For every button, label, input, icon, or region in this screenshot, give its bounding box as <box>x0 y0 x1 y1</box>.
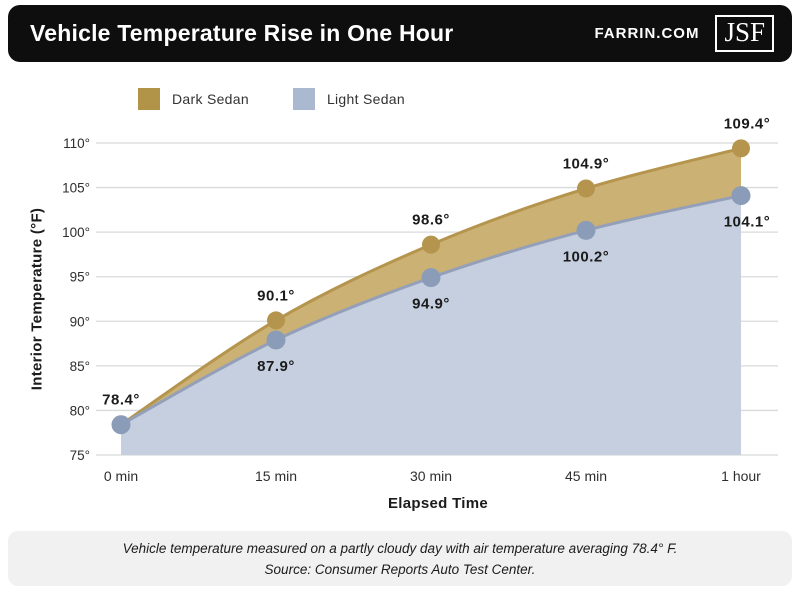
svg-text:94.9°: 94.9° <box>412 296 450 313</box>
svg-text:90°: 90° <box>70 314 90 329</box>
page-title: Vehicle Temperature Rise in One Hour <box>30 20 454 46</box>
footnote-line: Vehicle temperature measured on a partly… <box>122 540 678 556</box>
light-sedan-swatch-icon <box>292 88 315 110</box>
svg-text:15 min: 15 min <box>255 468 297 484</box>
svg-text:30 min: 30 min <box>410 468 452 484</box>
footnote-source: Source: Consumer Reports Auto Test Cente… <box>264 561 536 577</box>
svg-text:98.6°: 98.6° <box>412 212 450 229</box>
svg-text:109.4°: 109.4° <box>724 115 771 132</box>
svg-text:110°: 110° <box>63 136 90 151</box>
svg-text:90.1°: 90.1° <box>257 287 295 304</box>
legend-label: Dark Sedan <box>172 91 249 107</box>
jsf-logo: JSF <box>715 14 774 53</box>
header-branding: FARRIN.COM JSF <box>594 14 774 53</box>
x-axis-title: Elapsed Time <box>387 495 489 512</box>
header-bar: Vehicle Temperature Rise in One Hour FAR… <box>8 5 792 62</box>
svg-text:104.9°: 104.9° <box>563 155 610 172</box>
chart-legend: Dark Sedan Light Sedan <box>138 88 405 110</box>
svg-text:100°: 100° <box>62 225 90 240</box>
svg-text:0 min: 0 min <box>104 468 138 484</box>
svg-text:80°: 80° <box>70 403 90 418</box>
svg-text:78.4°: 78.4° <box>102 392 140 409</box>
legend-item-dark-sedan: Dark Sedan <box>138 88 249 110</box>
site-name: FARRIN.COM <box>594 25 700 42</box>
svg-text:100.2°: 100.2° <box>563 248 610 265</box>
svg-text:1 hour: 1 hour <box>721 468 761 484</box>
legend-label: Light Sedan <box>326 91 405 107</box>
svg-text:104.1°: 104.1° <box>724 214 771 231</box>
svg-text:45 min: 45 min <box>565 468 607 484</box>
svg-text:105°: 105° <box>62 181 90 196</box>
svg-text:75°: 75° <box>70 448 90 463</box>
footnote-box: Vehicle temperature measured on a partly… <box>8 531 792 586</box>
dark-sedan-swatch-icon <box>138 88 160 110</box>
svg-text:87.9°: 87.9° <box>257 358 295 375</box>
svg-text:85°: 85° <box>70 359 90 374</box>
y-axis-title: Interior Temperature (°F) <box>28 207 46 391</box>
svg-text:95°: 95° <box>70 270 90 285</box>
legend-item-light-sedan: Light Sedan <box>292 88 405 110</box>
